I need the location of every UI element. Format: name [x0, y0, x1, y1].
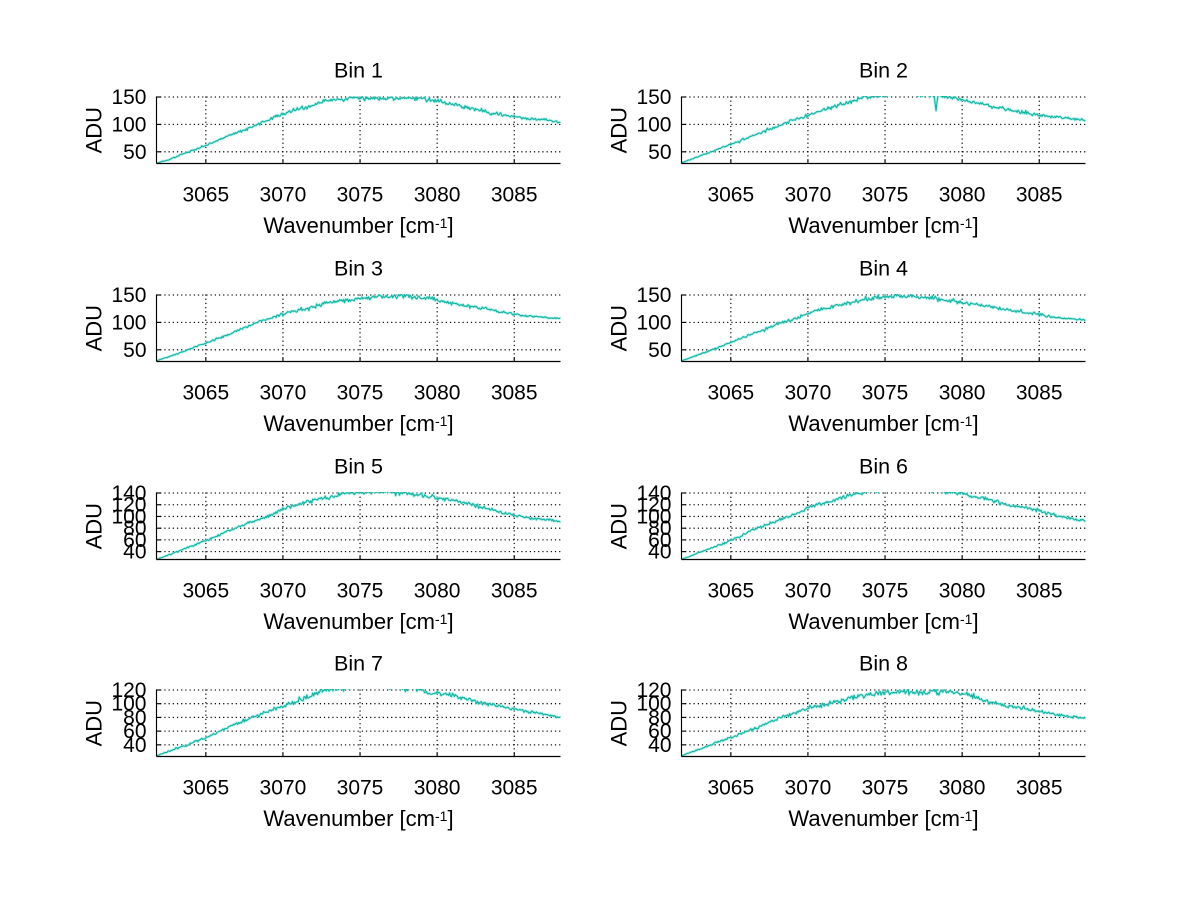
svg-text:3065: 3065 — [182, 777, 229, 800]
svg-text:Wavenumber [cm-1]: Wavenumber [cm-1] — [788, 411, 978, 436]
svg-text:40: 40 — [648, 734, 671, 757]
svg-text:ADU: ADU — [82, 305, 107, 351]
svg-text:3065: 3065 — [707, 184, 754, 207]
svg-text:150: 150 — [111, 86, 146, 109]
svg-text:Bin 2: Bin 2 — [859, 59, 908, 83]
svg-text:40: 40 — [123, 734, 146, 757]
svg-text:3075: 3075 — [862, 777, 909, 800]
svg-text:50: 50 — [648, 141, 671, 164]
svg-text:40: 40 — [648, 541, 671, 564]
svg-text:3085: 3085 — [491, 382, 538, 405]
svg-text:ADU: ADU — [82, 503, 107, 549]
svg-text:3075: 3075 — [862, 382, 909, 405]
svg-text:3070: 3070 — [785, 777, 832, 800]
svg-text:3085: 3085 — [1016, 777, 1063, 800]
svg-text:Bin 8: Bin 8 — [859, 652, 908, 676]
svg-text:3080: 3080 — [939, 777, 986, 800]
svg-text:Bin 7: Bin 7 — [334, 652, 383, 676]
svg-text:150: 150 — [636, 86, 671, 109]
svg-text:50: 50 — [123, 339, 146, 362]
svg-text:ADU: ADU — [607, 700, 632, 746]
svg-text:50: 50 — [123, 141, 146, 164]
svg-text:3085: 3085 — [491, 580, 538, 603]
svg-text:Bin 5: Bin 5 — [334, 455, 383, 479]
svg-text:Wavenumber [cm-1]: Wavenumber [cm-1] — [263, 806, 453, 831]
svg-text:3065: 3065 — [707, 382, 754, 405]
svg-text:3085: 3085 — [1016, 184, 1063, 207]
svg-text:ADU: ADU — [607, 305, 632, 351]
svg-text:3085: 3085 — [1016, 382, 1063, 405]
svg-text:100: 100 — [636, 113, 671, 136]
svg-text:3075: 3075 — [337, 382, 384, 405]
svg-text:Bin 4: Bin 4 — [859, 257, 908, 281]
svg-text:3080: 3080 — [414, 777, 461, 800]
svg-text:3070: 3070 — [260, 580, 307, 603]
svg-text:100: 100 — [636, 311, 671, 334]
svg-text:3085: 3085 — [1016, 580, 1063, 603]
svg-text:3080: 3080 — [939, 382, 986, 405]
svg-text:3070: 3070 — [785, 580, 832, 603]
svg-text:3085: 3085 — [491, 777, 538, 800]
svg-text:3070: 3070 — [260, 777, 307, 800]
svg-text:Wavenumber [cm-1]: Wavenumber [cm-1] — [788, 806, 978, 831]
svg-text:Wavenumber [cm-1]: Wavenumber [cm-1] — [263, 609, 453, 634]
svg-text:3075: 3075 — [337, 184, 384, 207]
svg-text:50: 50 — [648, 339, 671, 362]
svg-text:3085: 3085 — [491, 184, 538, 207]
svg-text:150: 150 — [636, 284, 671, 307]
svg-text:Bin 3: Bin 3 — [334, 257, 383, 281]
svg-text:150: 150 — [111, 284, 146, 307]
svg-text:3065: 3065 — [182, 184, 229, 207]
svg-text:ADU: ADU — [82, 107, 107, 153]
svg-text:Wavenumber [cm-1]: Wavenumber [cm-1] — [788, 213, 978, 238]
svg-text:3070: 3070 — [260, 184, 307, 207]
svg-text:ADU: ADU — [607, 107, 632, 153]
svg-text:3080: 3080 — [414, 580, 461, 603]
svg-text:3080: 3080 — [414, 382, 461, 405]
svg-text:3075: 3075 — [337, 580, 384, 603]
svg-text:3075: 3075 — [862, 184, 909, 207]
svg-text:3070: 3070 — [785, 184, 832, 207]
svg-text:ADU: ADU — [607, 503, 632, 549]
svg-text:3065: 3065 — [182, 580, 229, 603]
svg-text:Wavenumber [cm-1]: Wavenumber [cm-1] — [263, 411, 453, 436]
svg-text:Bin 6: Bin 6 — [859, 455, 908, 479]
svg-text:3070: 3070 — [785, 382, 832, 405]
svg-text:3075: 3075 — [862, 580, 909, 603]
svg-text:40: 40 — [123, 541, 146, 564]
svg-text:3075: 3075 — [337, 777, 384, 800]
svg-text:100: 100 — [111, 311, 146, 334]
svg-text:3080: 3080 — [414, 184, 461, 207]
svg-text:Wavenumber [cm-1]: Wavenumber [cm-1] — [788, 609, 978, 634]
svg-text:Wavenumber [cm-1]: Wavenumber [cm-1] — [263, 213, 453, 238]
svg-text:100: 100 — [111, 113, 146, 136]
svg-text:ADU: ADU — [82, 700, 107, 746]
svg-text:3065: 3065 — [182, 382, 229, 405]
svg-text:3080: 3080 — [939, 580, 986, 603]
svg-text:Bin 1: Bin 1 — [334, 59, 383, 83]
svg-text:3065: 3065 — [707, 777, 754, 800]
svg-text:3080: 3080 — [939, 184, 986, 207]
svg-text:3065: 3065 — [707, 580, 754, 603]
svg-text:3070: 3070 — [260, 382, 307, 405]
